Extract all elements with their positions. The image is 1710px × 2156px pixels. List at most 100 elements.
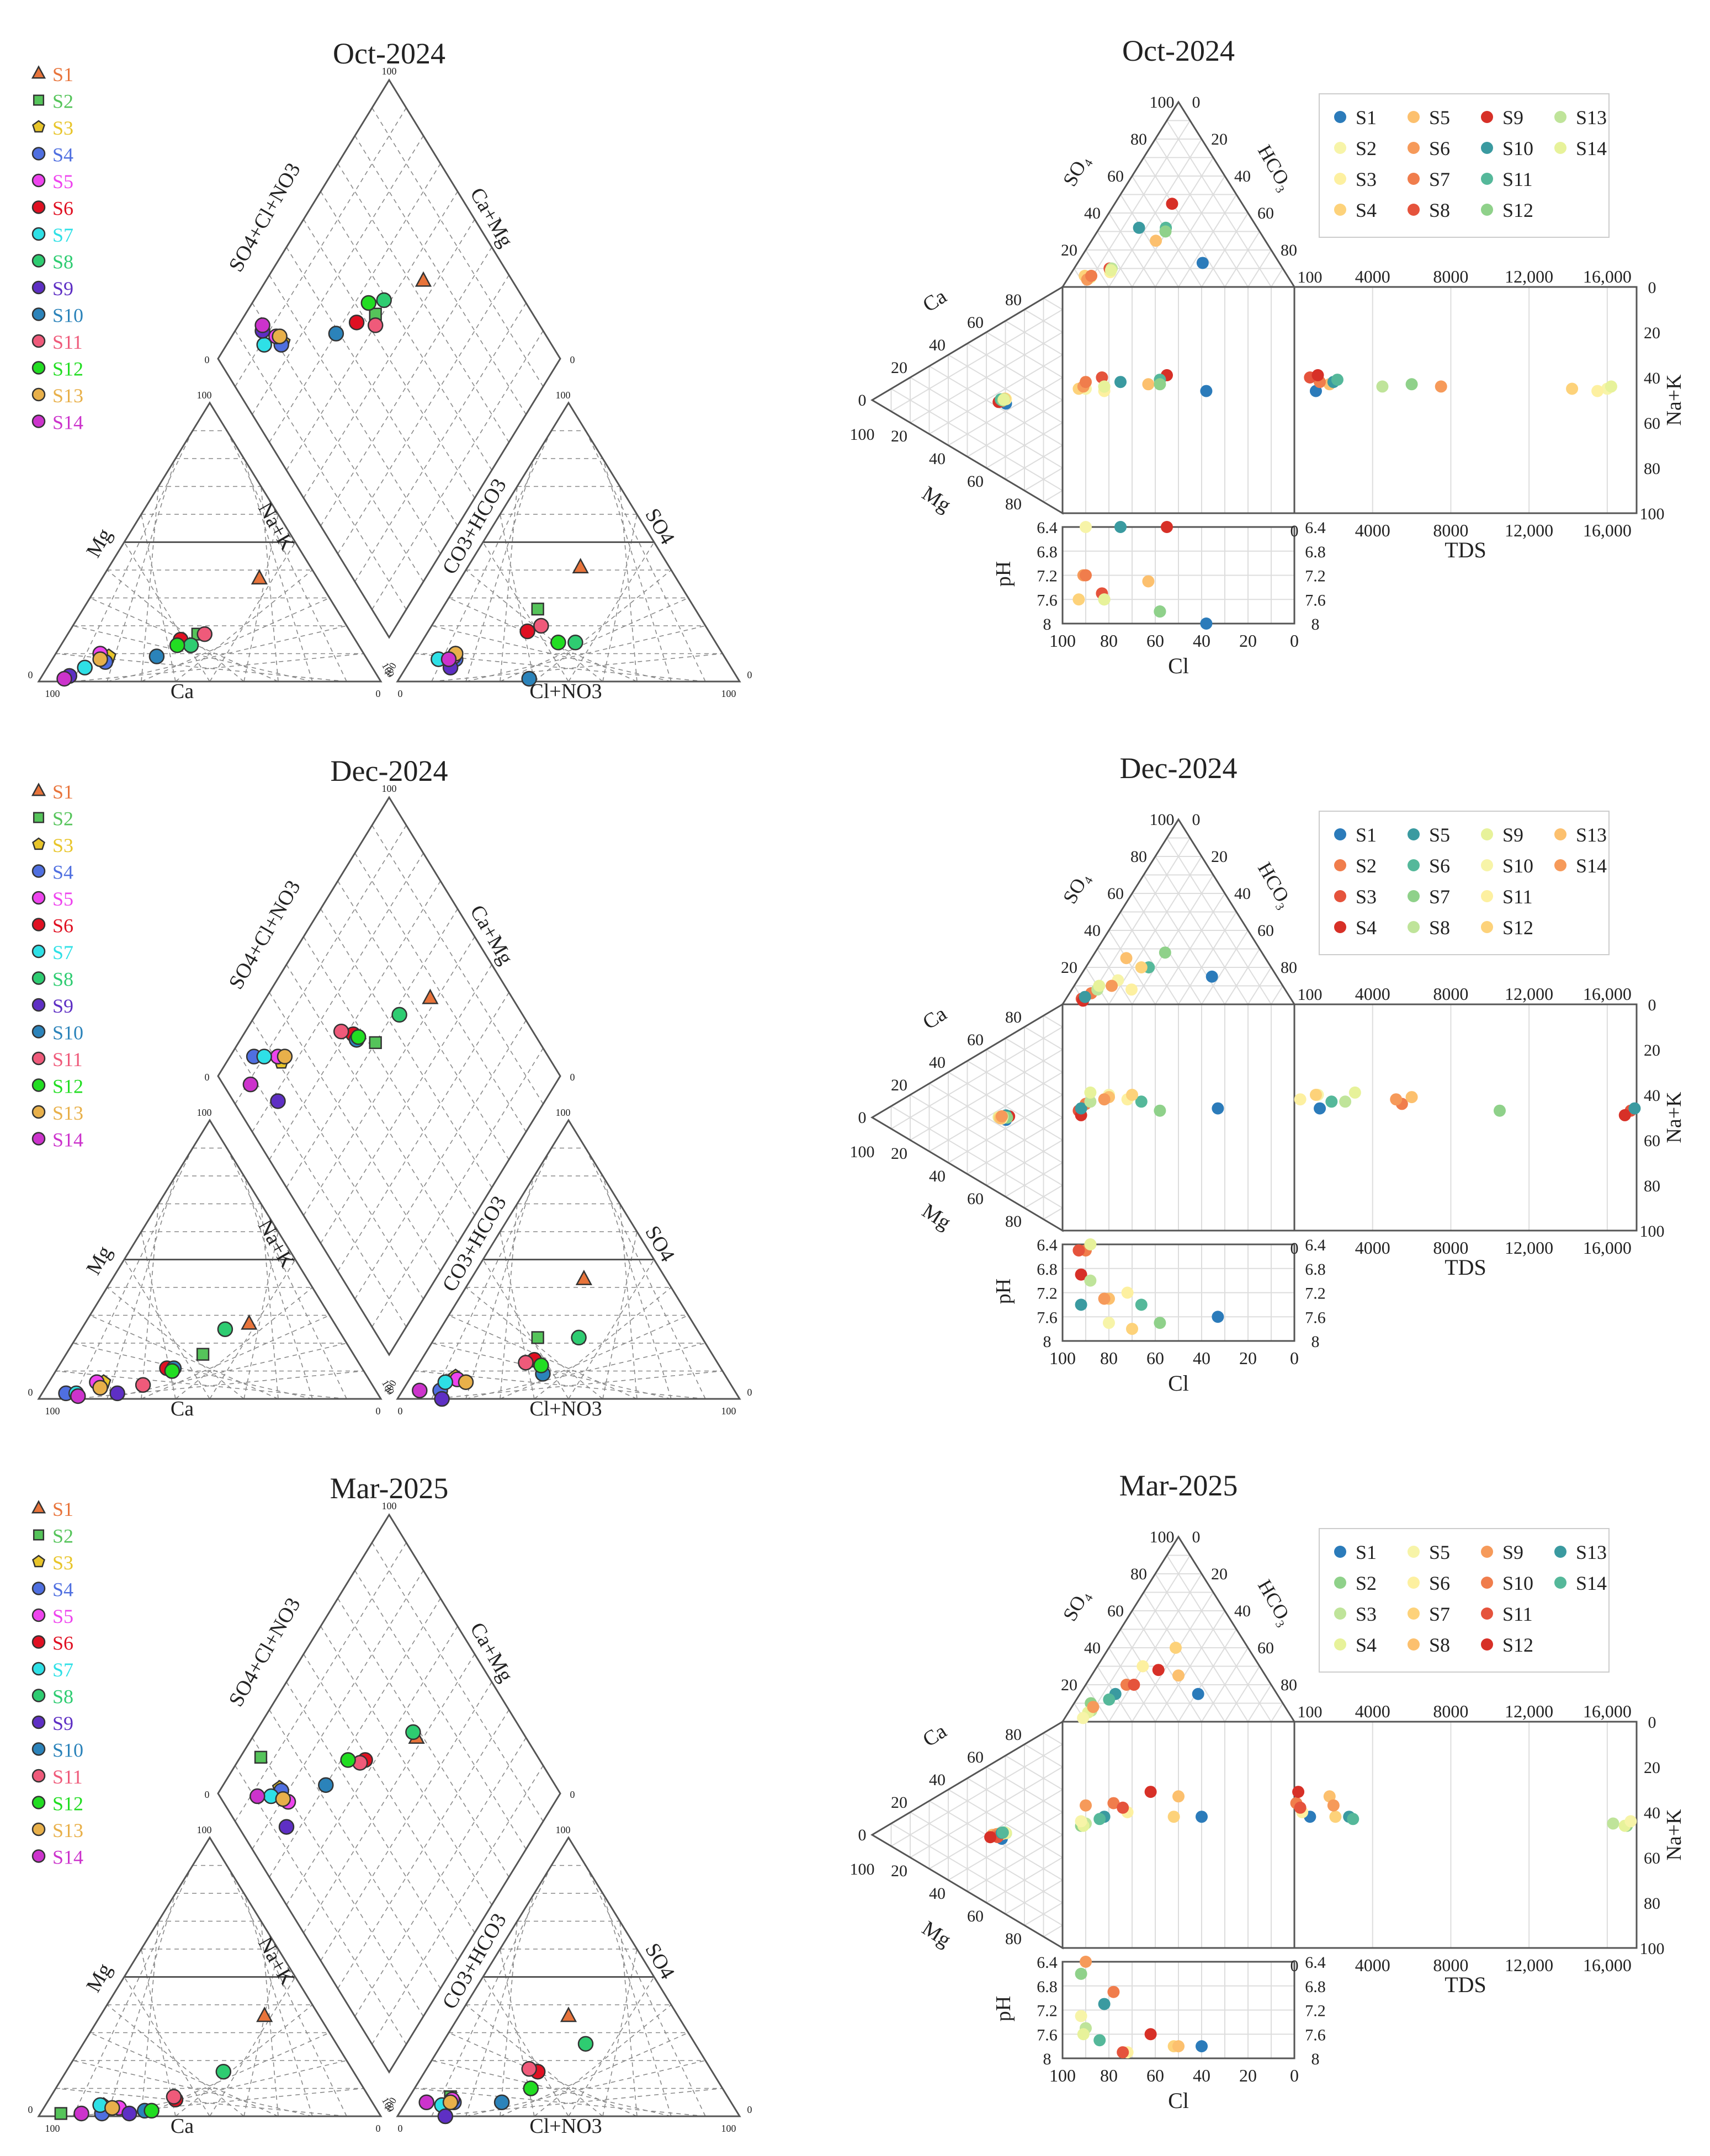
legend-marker-S8 bbox=[31, 971, 46, 985]
anion-triangle bbox=[396, 1836, 741, 2117]
axis-label-ca: Ca bbox=[918, 1002, 950, 1034]
point-cation-S9 bbox=[109, 1385, 125, 1402]
legend-marker-S13 bbox=[1554, 828, 1566, 840]
point-anion-S7 bbox=[1159, 946, 1171, 959]
axis-label-diamond-left: SO4+Cl+NO3 bbox=[224, 1594, 305, 1711]
tick-label-tds: 4000 bbox=[1355, 520, 1390, 540]
legend-marker-S5 bbox=[1408, 1546, 1420, 1558]
legend-label-S1: S1 bbox=[1356, 1541, 1377, 1563]
grid-line bbox=[243, 1175, 313, 1399]
point-anion-S11 bbox=[533, 617, 549, 634]
grid-line bbox=[1005, 1162, 1063, 1197]
grid-line bbox=[303, 1654, 475, 1933]
grid-line bbox=[1120, 911, 1179, 1005]
cation-triangle bbox=[37, 1119, 383, 1400]
grid-line bbox=[89, 1314, 279, 1399]
grid-line bbox=[1224, 231, 1260, 288]
tick-label-hco3: 60 bbox=[1257, 204, 1274, 222]
point-ph-S14 bbox=[1098, 593, 1111, 606]
legend-label-S13: S13 bbox=[52, 385, 83, 407]
legend-marker-S3 bbox=[32, 120, 45, 133]
grid-line bbox=[1271, 268, 1283, 288]
legend-marker-S12 bbox=[1481, 921, 1493, 933]
grid-line bbox=[72, 1865, 193, 2117]
legend-marker-S1 bbox=[31, 65, 46, 79]
point-anion-S7 bbox=[437, 1374, 454, 1390]
tick-label-mg: 40 bbox=[929, 1884, 946, 1903]
legend-label-S4: S4 bbox=[1356, 199, 1377, 221]
legend-label-S4: S4 bbox=[1356, 1634, 1377, 1656]
legend-label-S6: S6 bbox=[52, 198, 73, 220]
grid-line bbox=[482, 1259, 569, 1399]
point-cation-S2 bbox=[196, 1348, 210, 1361]
tick-label-tds: 4000 bbox=[1355, 1955, 1390, 1975]
tick-label: 0 bbox=[570, 1789, 575, 1800]
grid-line bbox=[1043, 297, 1063, 310]
point-anion-S8 bbox=[577, 2036, 594, 2052]
grid-line bbox=[585, 1148, 706, 1399]
ph-panel bbox=[1061, 1961, 1295, 2059]
legend-marker-S3 bbox=[32, 1555, 45, 1568]
legend-marker-S14 bbox=[1554, 142, 1566, 154]
legend-label-S11: S11 bbox=[1502, 886, 1533, 908]
tick-label: 0 bbox=[28, 2104, 33, 2115]
legend-label-S9: S9 bbox=[52, 1712, 73, 1734]
grid-line bbox=[1005, 1037, 1063, 1073]
tick-label-ph: 7.6 bbox=[1305, 1308, 1326, 1327]
tick-label-mg: 20 bbox=[891, 1144, 907, 1163]
grid-line bbox=[1024, 1902, 1063, 1926]
grid-line bbox=[986, 1049, 1063, 1095]
legend-marker-S12 bbox=[1481, 1638, 1493, 1651]
tick-label-ph: 8 bbox=[1311, 615, 1320, 634]
grid-line bbox=[1247, 1684, 1272, 1722]
tick-label-so4: 20 bbox=[1061, 1676, 1077, 1694]
tick-label-hco3: 40 bbox=[1234, 1602, 1251, 1620]
grid-line bbox=[1224, 948, 1260, 1005]
point-tds-S1 bbox=[1309, 385, 1322, 397]
tick-label-ph: 7.2 bbox=[1305, 567, 1326, 585]
grid-line bbox=[966, 1834, 1063, 1892]
tick-label-nak: 0 bbox=[1648, 996, 1656, 1014]
tick-label-so4: 40 bbox=[1084, 1639, 1101, 1657]
point-tds-S6 bbox=[1435, 380, 1447, 393]
grid-line bbox=[568, 1259, 655, 1399]
point-cation-S14 bbox=[995, 1110, 1008, 1122]
legend-marker-S10 bbox=[31, 307, 46, 321]
point-square-S7 bbox=[1154, 1104, 1166, 1117]
point-ph-S12 bbox=[1154, 605, 1166, 618]
grid-line bbox=[448, 1314, 638, 1399]
tick-label: 0 bbox=[747, 1387, 752, 1398]
grid-line bbox=[243, 458, 313, 682]
tick-label-ph: 6.4 bbox=[1037, 519, 1058, 537]
legend-marker-S4 bbox=[1334, 204, 1346, 216]
tick-label-cl: 80 bbox=[1100, 1348, 1118, 1368]
tick-label: 100 bbox=[721, 688, 736, 699]
point-ph-S7 bbox=[1154, 1317, 1166, 1329]
legend-label-S6: S6 bbox=[1429, 137, 1450, 159]
tick-label-ca: 40 bbox=[929, 1053, 946, 1072]
axis-label-mg: Mg bbox=[918, 482, 955, 517]
grid-line bbox=[235, 1048, 407, 1327]
legend-label-S8: S8 bbox=[1429, 1634, 1450, 1656]
tick-label-mg: 60 bbox=[967, 1907, 984, 1925]
legend-marker-S8 bbox=[31, 254, 46, 268]
point-anion-S9 bbox=[437, 2108, 454, 2125]
legend-marker-S14 bbox=[1554, 859, 1566, 871]
tick-label-nak: 100 bbox=[1640, 1222, 1665, 1241]
point-ph-S3 bbox=[1072, 1244, 1085, 1257]
tick-label: 0 bbox=[1291, 1957, 1299, 1975]
grid-line bbox=[141, 1314, 330, 1399]
legend-marker-S3 bbox=[1334, 890, 1346, 902]
tick-label-cl: 80 bbox=[1100, 2065, 1118, 2085]
legend-label-S10: S10 bbox=[52, 1739, 83, 1761]
grid-line bbox=[966, 400, 1063, 457]
legend-label-S10: S10 bbox=[1502, 1572, 1533, 1594]
grid-line bbox=[354, 1737, 527, 2017]
piper-title: Oct-2024 bbox=[333, 37, 445, 70]
tick-label-tds: 4000 bbox=[1355, 267, 1390, 286]
point-ph-S5 bbox=[1075, 2010, 1087, 2022]
axis-label-ca: Ca bbox=[171, 680, 194, 703]
grid-line bbox=[1201, 212, 1249, 288]
